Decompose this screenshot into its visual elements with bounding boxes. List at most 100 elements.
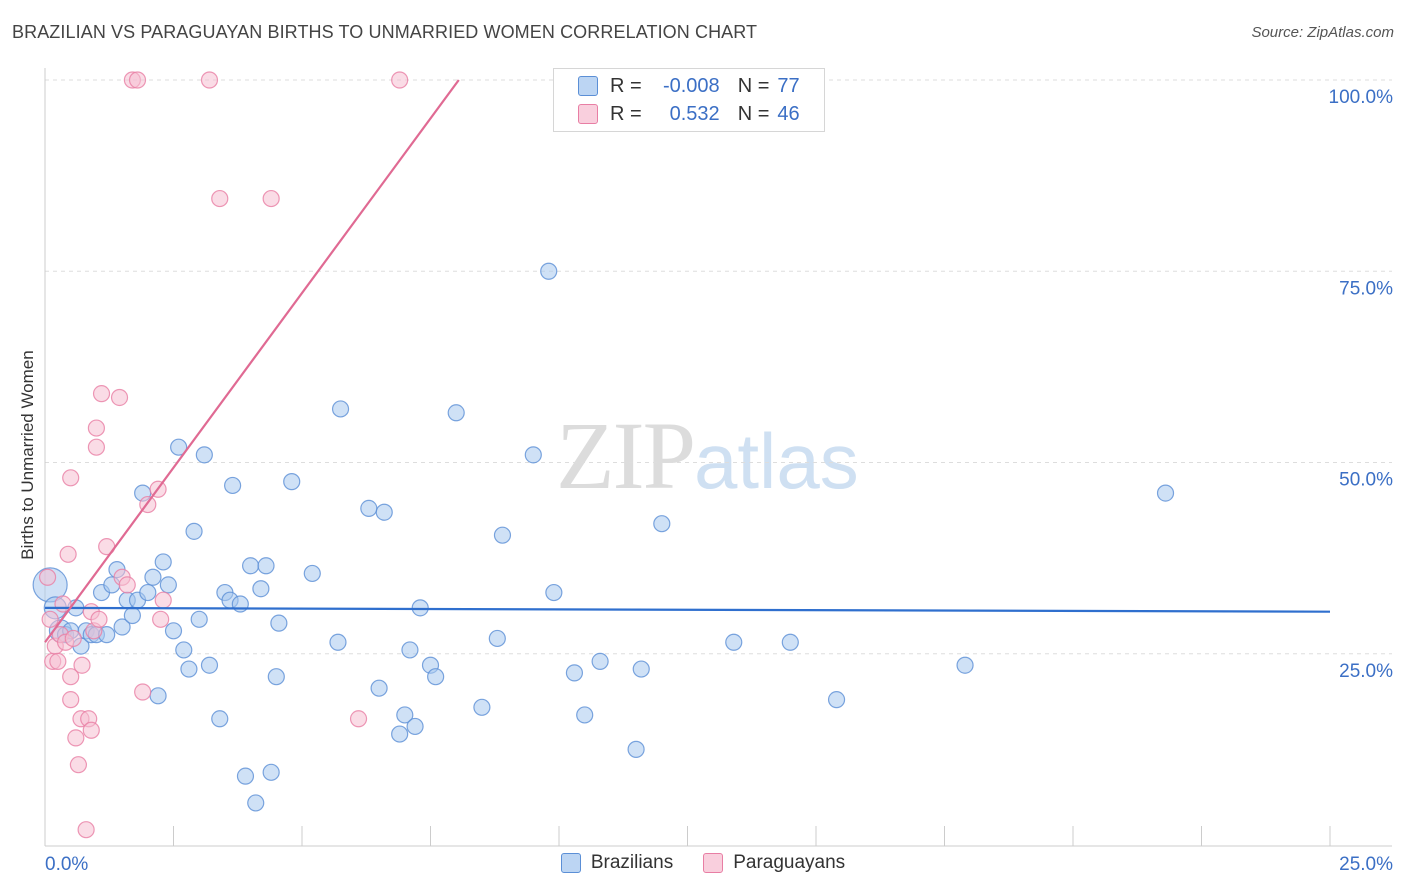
- brazilian-point: [270, 614, 288, 632]
- brazilian-point: [360, 499, 378, 517]
- legend-r-value: 0.532: [669, 102, 720, 125]
- paraguayan-point: [69, 756, 88, 774]
- legend-n-label: N =: [737, 102, 770, 125]
- brazilian-point: [565, 664, 584, 682]
- brazilian-point: [401, 641, 419, 659]
- brazilian-point: [391, 725, 409, 743]
- legend-r-value: -0.008: [662, 74, 720, 97]
- legend-swatch-pink: [578, 104, 598, 124]
- legend-swatch-blue: [578, 76, 598, 96]
- paraguayan-point: [73, 656, 91, 674]
- brazilian-point: [827, 691, 846, 709]
- legend-swatch-pink: [703, 853, 724, 873]
- paraguayan-point: [59, 545, 77, 563]
- paraguayan-point: [87, 438, 106, 456]
- brazilian-point: [427, 668, 445, 686]
- legend-r-label: R =: [610, 74, 642, 97]
- brazilian-point: [411, 599, 429, 617]
- brazilian-point: [331, 400, 350, 418]
- brazilian-point: [493, 526, 512, 544]
- brazilian-point: [247, 794, 265, 812]
- paraguayan-point: [391, 71, 409, 89]
- brazilian-trend-line: [44, 606, 1331, 613]
- paraguayan-point: [87, 419, 106, 437]
- brazilian-point: [170, 438, 188, 456]
- brazilian-point: [149, 687, 167, 705]
- paraguayan-point: [62, 691, 80, 709]
- brazilian-point: [283, 473, 301, 491]
- brazilian-point: [236, 767, 255, 785]
- paraguayan-point: [211, 189, 229, 208]
- paraguayan-point: [49, 652, 67, 671]
- brazilian-point: [262, 763, 280, 781]
- brazilian-point: [545, 583, 563, 602]
- brazilian-point: [164, 622, 183, 640]
- brazilian-point: [370, 679, 388, 697]
- x-tick-label: 25.0%: [1339, 854, 1393, 875]
- y-tick-label: 100.0%: [1329, 87, 1394, 108]
- brazilian-point: [154, 553, 172, 571]
- paraguayan-point: [110, 388, 129, 407]
- paraguayan-point: [134, 683, 152, 701]
- brazilian-point: [211, 710, 229, 728]
- series-legend-label: Paraguayans: [733, 852, 846, 873]
- brazilian-point: [113, 618, 131, 636]
- brazilian-point: [956, 656, 974, 674]
- brazilian-point: [653, 515, 671, 533]
- brazilian-point: [180, 660, 198, 678]
- brazilian-point: [473, 698, 491, 716]
- watermark: ZIPatlas: [556, 400, 859, 511]
- brazilian-point: [123, 606, 141, 625]
- brazilian-point: [144, 568, 162, 586]
- brazilian-point: [257, 557, 275, 575]
- brazilian-point: [303, 564, 321, 583]
- brazilian-point: [139, 583, 157, 602]
- paraguayan-point: [64, 629, 82, 648]
- legend-n-label: N =: [737, 74, 770, 97]
- series-legend-brazilians[interactable]: Brazilians: [560, 852, 674, 874]
- source-label: Source: ZipAtlas.com: [1251, 24, 1394, 41]
- brazilian-point: [591, 652, 609, 671]
- series-legend-label: Brazilians: [590, 852, 674, 873]
- legend-swatch-blue: [560, 853, 581, 873]
- brazilian-point: [781, 633, 799, 651]
- paraguayan-point: [349, 710, 368, 728]
- paraguayan-point: [41, 610, 59, 628]
- series-legend: Brazilians Paraguayans: [0, 852, 1406, 874]
- y-tick-label: 25.0%: [1339, 661, 1393, 682]
- brazilian-point: [224, 476, 242, 495]
- brazilian-point: [488, 629, 506, 648]
- y-tick-label: 75.0%: [1339, 278, 1393, 299]
- brazilian-point: [329, 633, 347, 651]
- legend-r-label: R =: [610, 102, 642, 125]
- x-tick-label: 0.0%: [45, 854, 88, 875]
- brazilian-point: [190, 610, 208, 628]
- brazilian-point: [159, 576, 177, 594]
- watermark-zip: ZIP: [556, 402, 696, 509]
- legend-n-value: 46: [777, 102, 800, 125]
- brazilian-point: [242, 557, 260, 575]
- brazilian-point: [524, 446, 542, 464]
- paraguayan-point: [67, 729, 85, 747]
- brazilian-point: [632, 660, 650, 678]
- brazilian-point: [200, 656, 219, 674]
- brazilian-point: [175, 641, 193, 659]
- series-legend-paraguayans[interactable]: Paraguayans: [703, 852, 845, 874]
- paraguayan-point: [128, 71, 147, 89]
- brazilian-point: [1156, 484, 1175, 502]
- correlation-legend: R = -0.008 N = 77 R = 0.532 N = 46: [553, 68, 825, 132]
- brazilian-point: [627, 740, 645, 758]
- chart-title: BRAZILIAN VS PARAGUAYAN BIRTHS TO UNMARR…: [12, 22, 758, 42]
- y-tick-label: 50.0%: [1339, 470, 1393, 491]
- paraguayan-point: [118, 576, 136, 594]
- paraguayan-point: [154, 591, 172, 609]
- paraguayan-point: [38, 568, 57, 586]
- watermark-atlas: atlas: [694, 417, 859, 505]
- brazilian-point: [267, 668, 285, 686]
- legend-row-paraguayans: R = 0.532 N = 46: [578, 102, 800, 126]
- paraguayan-point: [262, 189, 280, 208]
- brazilian-point: [185, 522, 203, 540]
- paraguayan-trend-line: [44, 79, 460, 643]
- brazilian-point: [725, 633, 743, 651]
